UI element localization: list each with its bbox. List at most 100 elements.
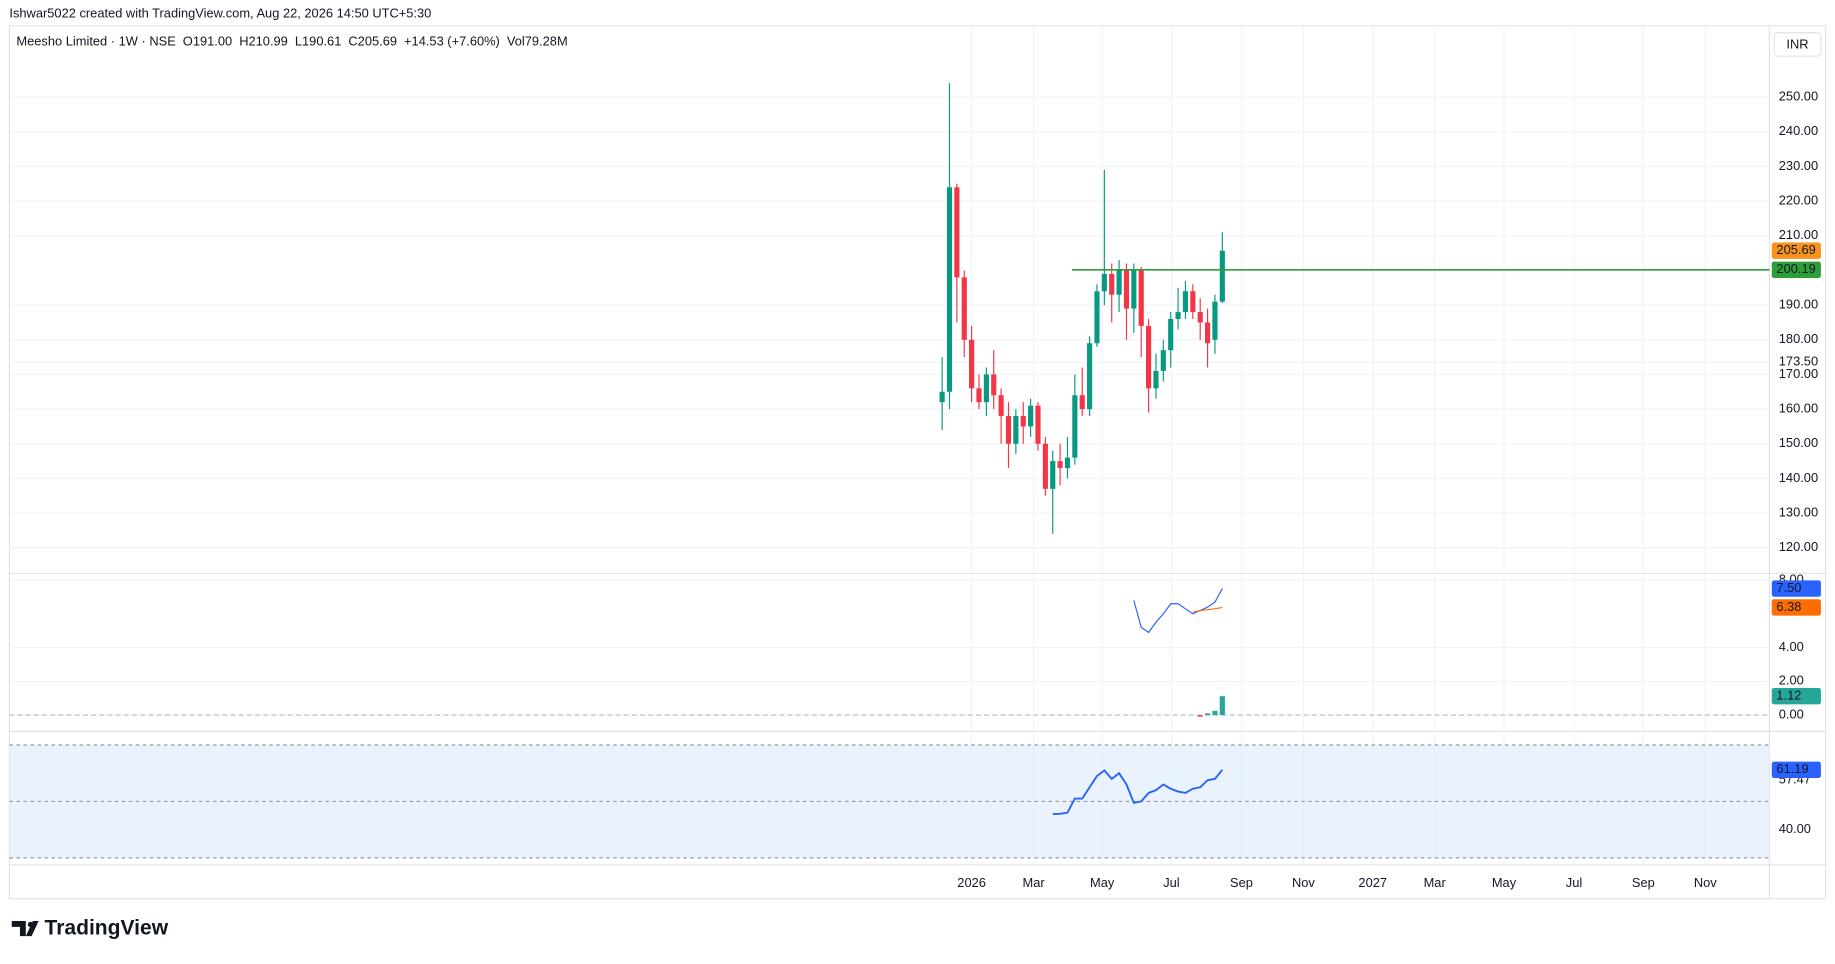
candle-body [1005,416,1012,444]
x-tick-label: 2026 [957,875,986,890]
macd-line [1192,606,1223,613]
brand: TradingView [45,917,169,940]
candle-body [961,277,967,340]
candle-body [1197,312,1203,323]
legend-key: L [295,34,302,49]
macd-line [1133,588,1223,634]
candle-body [1131,270,1137,309]
legend-key: Vol [507,34,525,49]
x-tick-label: May [1090,875,1115,890]
rsi-line [1052,769,1224,816]
candle-body [1116,270,1122,295]
candle-body [1079,395,1085,410]
candle-body [1212,301,1218,340]
price-tag-label: 1.12 [1776,688,1801,703]
y-tick-label: 190.00 [1779,297,1818,312]
candle-body [1028,405,1034,427]
x-tick-label: 2027 [1358,875,1387,890]
histogram-bar [1205,713,1211,716]
legend-key: C [348,34,357,49]
x-tick-label: Mar [1022,875,1045,890]
candle-body [1057,461,1063,469]
candle-body [954,187,960,278]
price-tag [1771,687,1821,705]
candle-body [1168,318,1174,351]
candle-body [1123,270,1130,309]
candle-body [1138,270,1144,326]
x-tick-label: Mar [1424,875,1447,890]
candle-body [1146,325,1152,389]
legend-value: 205.69 [358,34,397,49]
chart-title: Meesho Limited · 1W · NSE [16,34,176,49]
legend-value: +14.53 (+7.60%) [404,34,500,49]
currency[interactable]: INR [1786,36,1808,51]
candle-body [1072,395,1078,458]
candle-body [998,395,1004,417]
y-tick-label: 230.00 [1779,158,1818,173]
price-tag [1771,242,1821,259]
legend-key: H [239,34,248,49]
legend-value: 210.99 [249,34,288,49]
y-tick-label: 4.00 [1779,639,1804,654]
x-tick-label: Sep [1632,875,1655,890]
y-tick-label: 150.00 [1779,435,1818,450]
y-tick-label: 40.00 [1779,821,1811,836]
histogram-bar [1219,696,1225,716]
y-tick-label: 220.00 [1779,193,1818,208]
y-tick-label: 170.00 [1779,366,1818,381]
candle-body [1109,273,1115,295]
brand-logo [11,920,39,937]
y-tick-label: 140.00 [1779,470,1818,485]
candle-body [1087,343,1093,410]
candle-body [1153,370,1159,389]
price-tag-label: 200.19 [1776,261,1815,276]
price-tag-label: 6.38 [1776,599,1801,614]
candle-body [969,339,975,389]
candle-body [976,388,982,403]
y-tick-label: 210.00 [1779,227,1818,242]
candle-body [983,374,989,403]
candle-body [1205,322,1211,344]
x-tick-label: Nov [1694,875,1717,890]
legend-key: O [183,34,193,49]
credit: Ishwar5022 created with TradingView.com,… [9,5,431,20]
legend-value: 191.00 [193,34,232,49]
candle-body [1101,273,1107,292]
x-tick-label: Jul [1566,875,1582,890]
candle-body [1094,291,1100,344]
x-tick-label: Nov [1292,875,1315,890]
y-tick-label: 180.00 [1779,331,1818,346]
price-tag [1771,261,1821,278]
price-tag [1771,761,1821,779]
y-tick-label: 250.00 [1779,89,1818,104]
y-tick-label: 240.00 [1779,123,1818,138]
y-tick-label: 2.00 [1779,673,1804,688]
candle-body [991,374,997,396]
y-tick-label: 0.00 [1779,706,1804,721]
chart-frame [8,25,1827,900]
candle-body [1190,291,1196,313]
x-tick-label: May [1492,875,1517,890]
candle-body [946,187,953,392]
currency-button[interactable] [1773,32,1822,57]
legend-value: 190.61 [302,34,341,49]
candle-body [1020,416,1026,427]
price-tag [1771,580,1821,597]
candle-body [1219,250,1225,302]
price-tag-label: 61.19 [1776,761,1808,776]
y-tick-label: 120.00 [1779,539,1818,554]
candle-body [1064,457,1071,469]
candle-body [1035,405,1041,444]
legend-value: 79.28M [525,34,568,49]
price-tag-label: 7.50 [1776,580,1801,595]
histogram-bar [1212,710,1218,716]
candle-body [939,391,945,403]
x-tick-label: Sep [1230,875,1253,890]
candle-body [1042,443,1048,489]
y-tick-label: 160.00 [1779,401,1818,416]
candle-body [1160,350,1166,371]
price-tag [1771,599,1821,616]
x-tick-label: Jul [1163,875,1179,890]
histogram-bar [1197,715,1203,717]
